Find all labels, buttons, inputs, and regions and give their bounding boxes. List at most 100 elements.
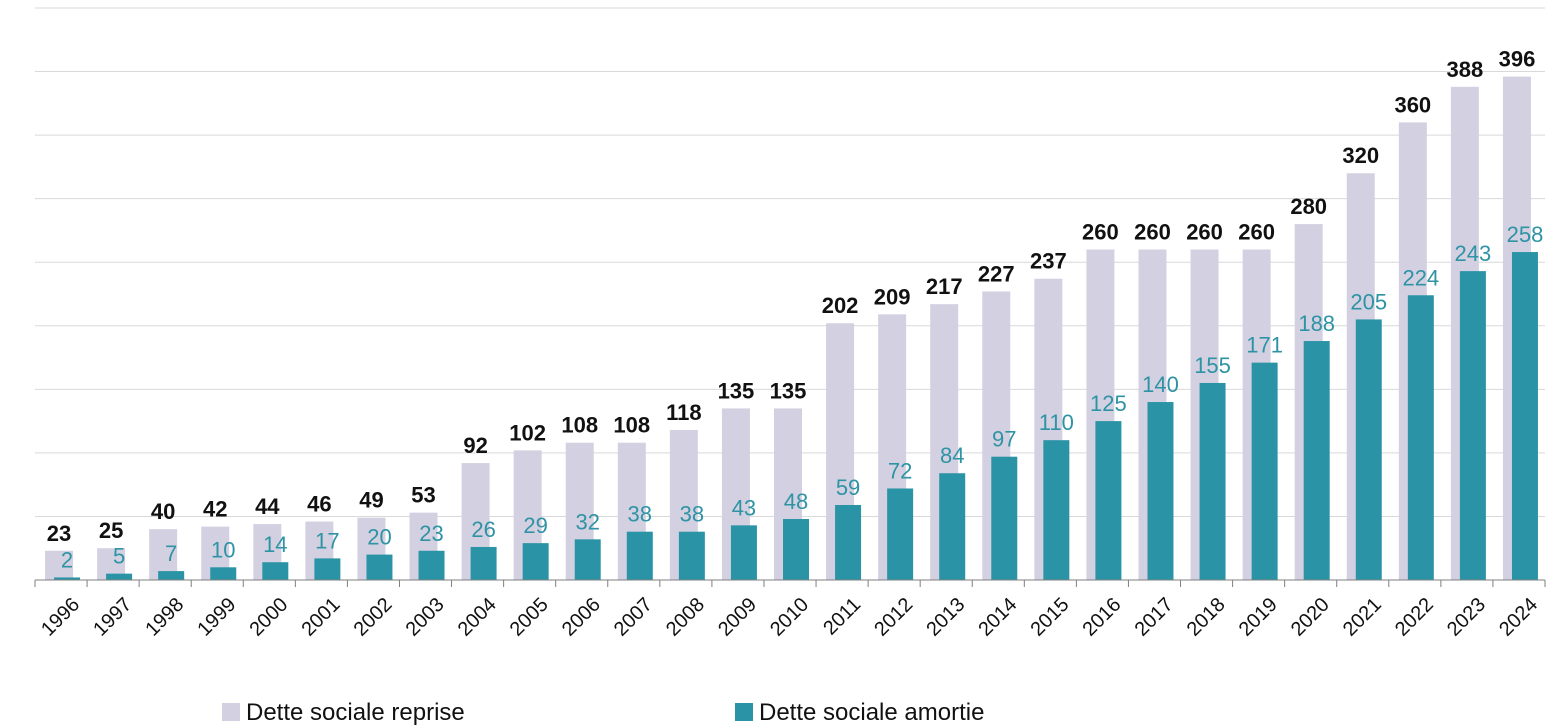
x-tick-label: 2004 [454,594,501,641]
data-label: 10 [211,537,235,562]
data-label: 205 [1350,289,1387,314]
data-label: 237 [1030,249,1067,274]
data-label: 25 [99,518,123,543]
bar [1251,362,1278,580]
bar [1095,421,1122,580]
data-label: 40 [151,499,175,524]
bar [522,543,549,580]
bar [939,473,966,580]
data-label: 260 [1082,220,1119,245]
x-tick-label: 2010 [766,594,813,641]
data-label: 260 [1134,220,1171,245]
x-tick-label: 1998 [141,594,188,641]
bar [1511,252,1538,580]
x-tick-label: 2007 [610,594,657,641]
data-label: 224 [1402,265,1439,290]
x-tick-label: 2013 [922,594,969,641]
data-label: 17 [315,528,339,553]
x-tick-label: 1999 [193,594,240,641]
bar [835,505,862,580]
bar [783,518,809,580]
data-label: 258 [1507,222,1544,247]
x-tick-label: 2008 [662,594,709,641]
x-tick-label: 2020 [1287,594,1334,641]
x-tick-label: 2005 [506,594,553,641]
legend-label: Dette sociale amortie [759,699,984,726]
data-label: 217 [926,274,963,299]
bar [54,577,81,580]
x-tick-label: 2006 [558,594,605,641]
data-label: 202 [822,293,859,318]
data-label: 135 [770,378,807,403]
legend-label: Dette sociale reprise [246,699,465,726]
data-label: 46 [307,492,331,517]
x-tick-label: 2015 [1026,594,1073,641]
data-label: 2 [61,547,73,572]
x-tick-label: 2014 [974,594,1021,641]
data-label: 23 [419,521,443,546]
data-label: 48 [784,489,808,514]
x-tick-label: 2018 [1183,594,1230,641]
bar [1355,319,1382,580]
bar [1199,382,1226,580]
x-tick-label: 2002 [350,594,397,641]
x-tick-label: 2009 [714,594,761,641]
bar [887,488,914,580]
data-label: 53 [411,483,435,508]
data-label: 125 [1090,391,1127,416]
data-label: 84 [940,443,964,468]
data-label: 396 [1499,47,1536,72]
data-label: 110 [1039,410,1074,435]
data-label: 388 [1447,57,1484,82]
x-tick-label: 2003 [402,594,449,641]
data-label: 320 [1342,143,1379,168]
x-tick-label: 2001 [298,594,345,641]
data-label: 38 [680,502,704,527]
bar [1459,271,1486,580]
x-tick-label: 2016 [1079,594,1126,641]
data-label: 26 [471,517,495,542]
data-label: 20 [367,525,391,550]
bar [574,539,601,580]
x-tick-label: 2023 [1443,594,1490,641]
data-label: 188 [1298,311,1335,336]
data-label: 14 [263,532,287,557]
data-label: 171 [1246,333,1283,358]
data-label: 102 [509,420,546,445]
data-label: 108 [561,413,598,438]
data-label: 227 [978,261,1015,286]
data-label: 92 [463,433,487,458]
data-label: 280 [1290,194,1327,219]
data-label: 43 [732,495,756,520]
x-tick-label: 2022 [1391,594,1438,641]
data-label: 155 [1194,353,1231,378]
data-label: 108 [613,413,650,438]
bar [1303,341,1330,580]
bar [366,554,393,580]
x-tick-label: 2000 [245,594,292,641]
bar [1147,402,1174,580]
data-label: 5 [113,544,125,569]
bar [314,558,341,580]
data-label: 260 [1238,220,1275,245]
data-label: 360 [1394,92,1431,117]
bar [626,531,653,580]
data-label: 23 [47,521,71,546]
bar [158,571,185,580]
bar [991,456,1018,580]
x-tick-label: 2012 [870,594,917,641]
data-label: 38 [628,502,652,527]
x-tick-label: 2011 [819,594,865,640]
data-label: 260 [1186,220,1223,245]
data-label: 135 [718,378,755,403]
bar [45,550,74,580]
legend-swatch [735,703,753,721]
data-label: 42 [203,497,227,522]
bar [1407,295,1434,580]
x-tick-label: 2017 [1131,594,1178,641]
bar [730,525,757,580]
bar [262,562,289,580]
bar [210,567,237,580]
bar [106,573,133,580]
x-tick-label: 2024 [1495,594,1542,641]
